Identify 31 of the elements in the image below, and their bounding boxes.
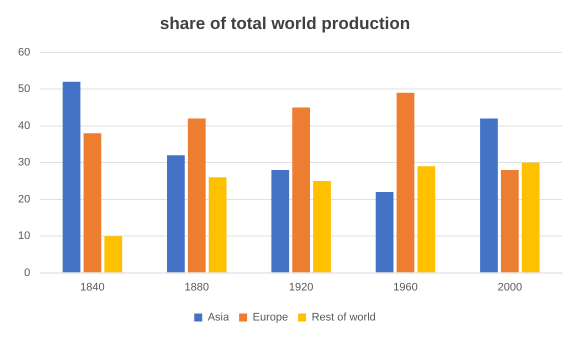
bar: [417, 166, 436, 272]
x-tick-label: 1840: [80, 281, 105, 294]
y-tick-label: 50: [18, 83, 30, 96]
bar: [104, 236, 122, 272]
bar: [376, 192, 394, 272]
bar: [167, 155, 185, 272]
y-tick-label: 20: [18, 193, 30, 206]
bar: [500, 170, 519, 272]
y-tick-label: 10: [18, 230, 30, 242]
y-tick-label: 60: [18, 46, 30, 58]
legend-label: Asia: [208, 312, 230, 324]
x-tick-label: 2000: [498, 281, 522, 294]
bar: [62, 82, 80, 272]
bar: [84, 133, 102, 272]
legend-label: Rest of world: [312, 312, 376, 324]
legend-label: Europe: [252, 312, 288, 324]
bar: [396, 92, 414, 272]
bar: [480, 118, 498, 272]
x-tick-label: 1920: [288, 281, 314, 294]
bar: [313, 180, 331, 272]
bar: [522, 162, 540, 272]
x-tick-label: 1880: [184, 281, 210, 294]
bar: [292, 108, 310, 272]
x-tick-label: 1960: [393, 281, 418, 294]
y-tick-label: 0: [24, 266, 30, 279]
bar: [208, 177, 227, 272]
bar: [271, 170, 290, 272]
bar: [188, 118, 206, 272]
chart-title: share of total world production: [160, 14, 410, 33]
y-tick-label: 30: [18, 156, 30, 169]
y-tick-label: 40: [18, 120, 30, 132]
